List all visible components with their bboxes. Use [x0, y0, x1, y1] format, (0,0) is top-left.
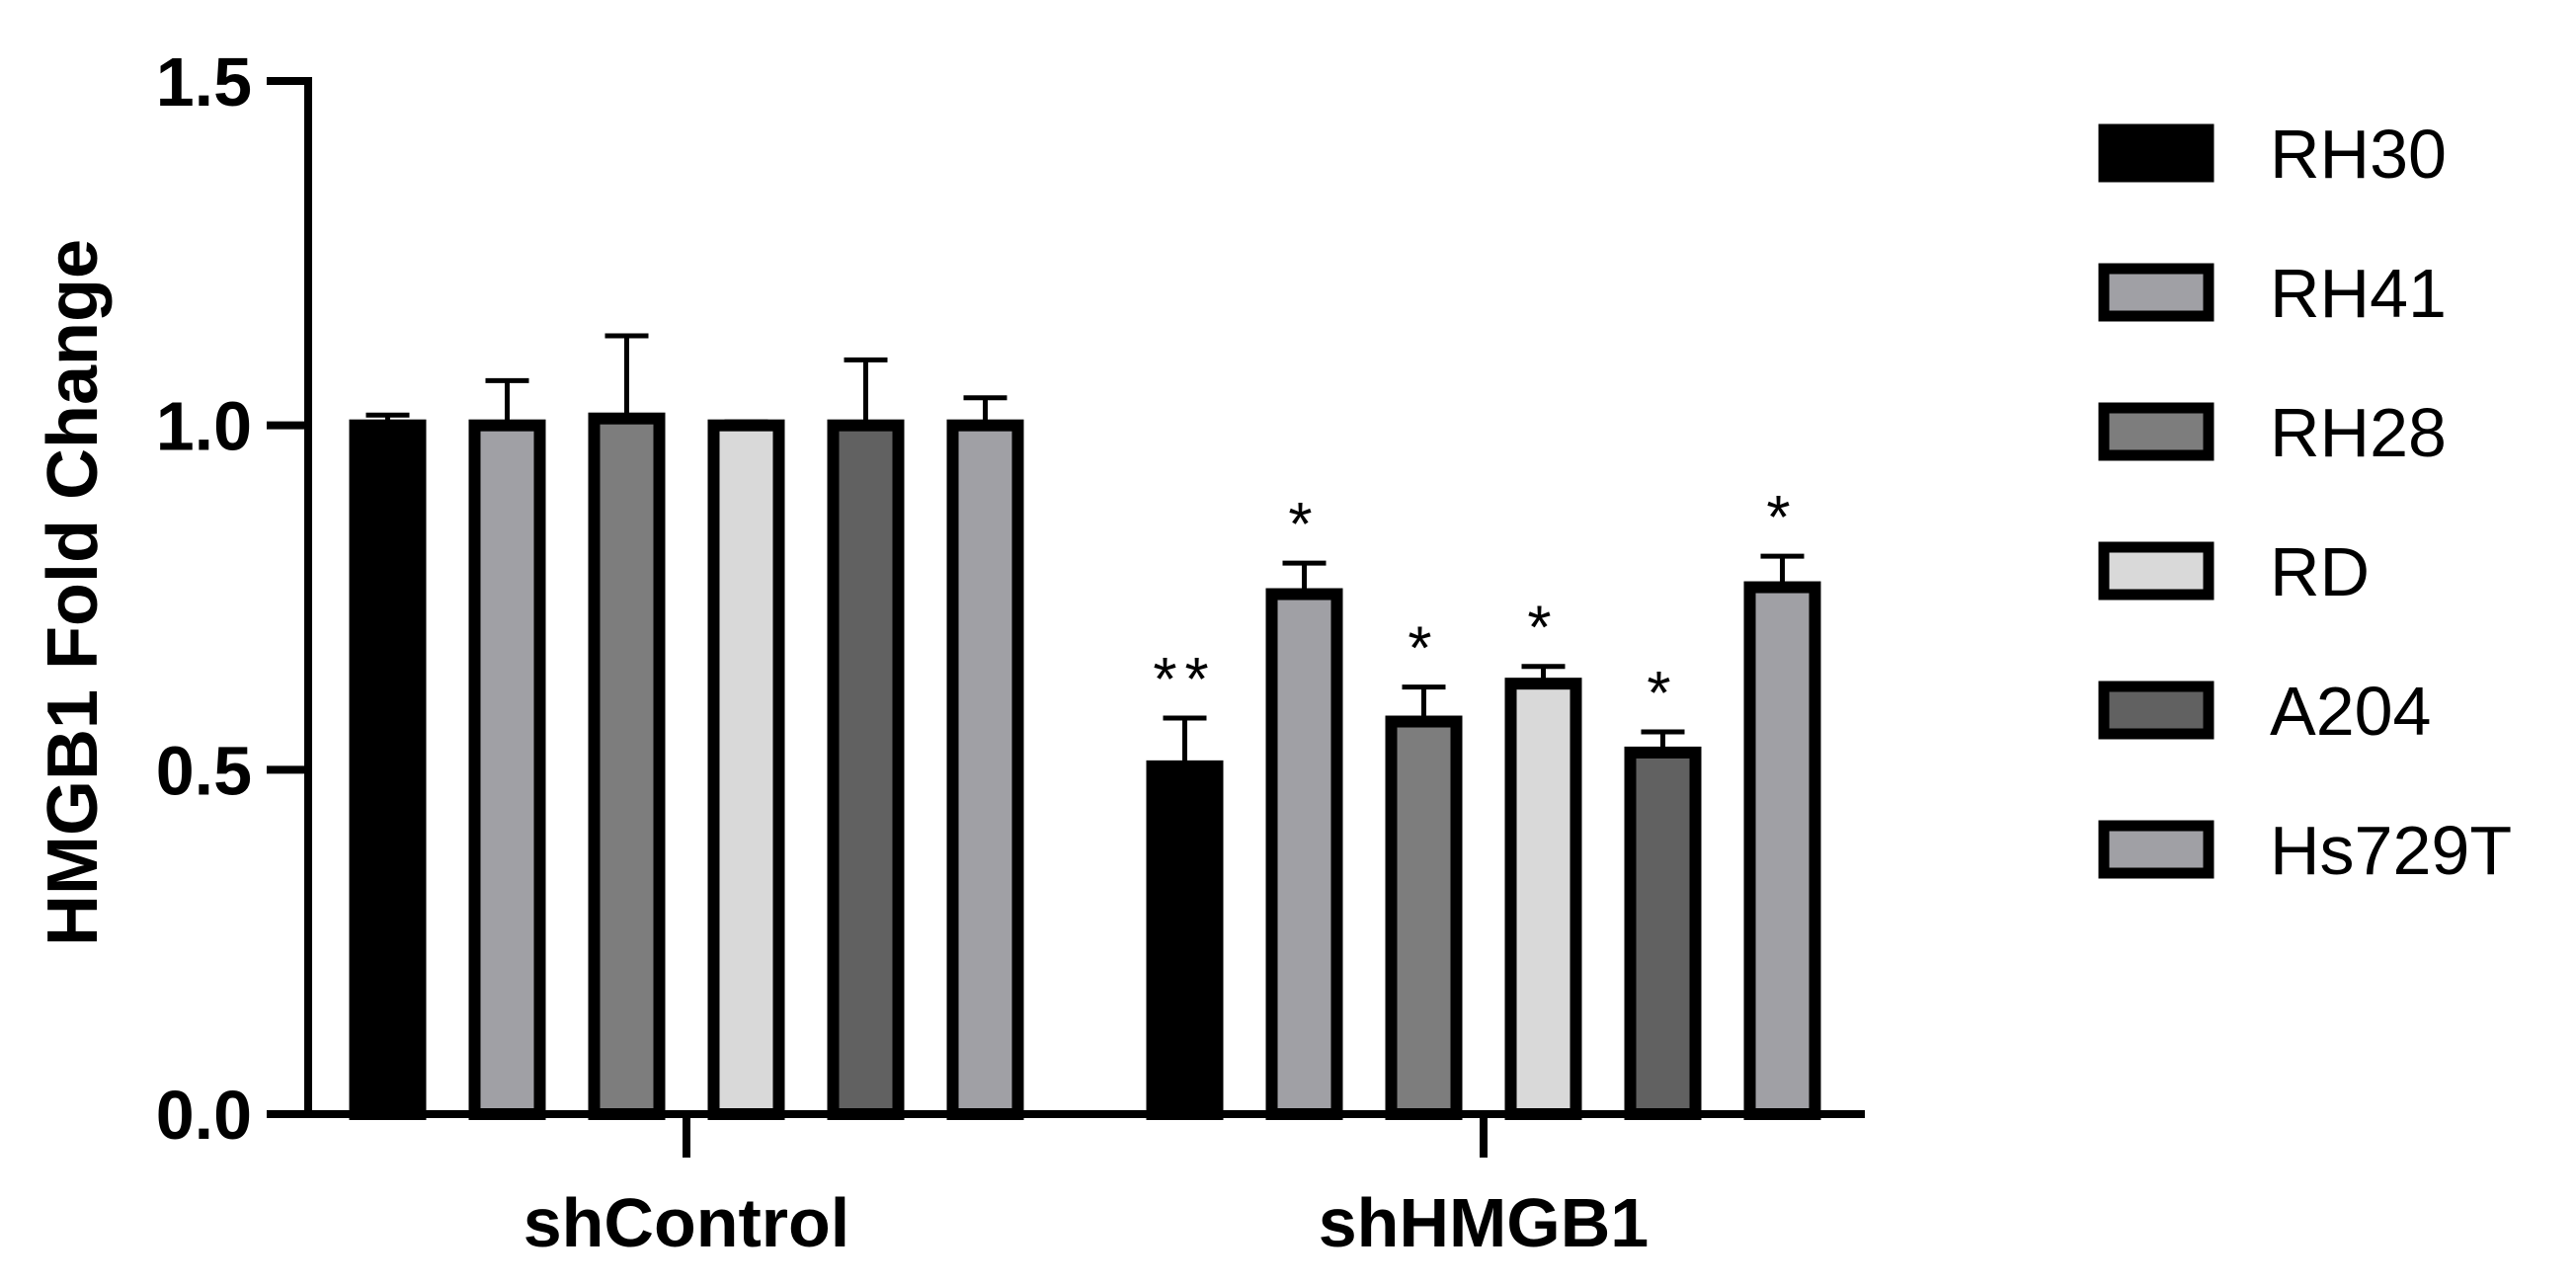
significance-label: *: [1647, 660, 1678, 728]
legend-label: RH28: [2270, 394, 2447, 471]
legend-label: RH30: [2270, 116, 2447, 193]
y-axis-title: HMGB1 Fold Change: [34, 239, 113, 946]
legend-swatch: [2098, 541, 2214, 601]
legend-swatch: [2098, 820, 2214, 879]
y-tick-label: 0.0: [156, 1077, 252, 1154]
significance-label: *: [1527, 595, 1559, 663]
legend-label: RD: [2270, 533, 2370, 610]
bar: [468, 419, 546, 1120]
bar: [1146, 760, 1224, 1120]
legend-swatch: [2098, 402, 2214, 461]
significance-label: *: [1288, 491, 1320, 559]
legend-label: RH41: [2270, 255, 2447, 332]
bar: [1504, 678, 1582, 1121]
bar: [1624, 746, 1702, 1121]
significance-label: *: [1766, 484, 1798, 552]
bar: [707, 419, 785, 1120]
bar: [588, 412, 666, 1120]
x-tick-label: shHMGB1: [1319, 1184, 1649, 1261]
legend-swatch: [2098, 263, 2214, 322]
bar: [946, 419, 1024, 1120]
legend-label: A204: [2270, 673, 2431, 750]
ticks-layer: 0.0 0.5 1.0 1.5 shControl shHMGB1: [156, 43, 1650, 1261]
bars-layer: **** ***: [349, 333, 1821, 1121]
bar: [349, 419, 427, 1120]
bar: [827, 419, 905, 1120]
y-tick-label: 1.0: [156, 388, 252, 465]
y-tick-label: 1.5: [156, 43, 252, 120]
bar: [1265, 588, 1343, 1120]
bar: [1385, 715, 1463, 1121]
y-tick-label: 0.5: [156, 732, 252, 809]
legend-label: Hs729T: [2270, 812, 2512, 889]
legend-swatch: [2098, 681, 2214, 740]
bar: [1743, 581, 1821, 1120]
legend: RH30 RH41 RH28 RD A204 Hs729T: [2098, 116, 2512, 889]
significance-label: **: [1153, 646, 1216, 714]
x-tick-label: shControl: [523, 1184, 850, 1261]
axes-layer: [304, 77, 1865, 1118]
legend-swatch: [2098, 123, 2214, 183]
significance-label: *: [1408, 615, 1439, 683]
